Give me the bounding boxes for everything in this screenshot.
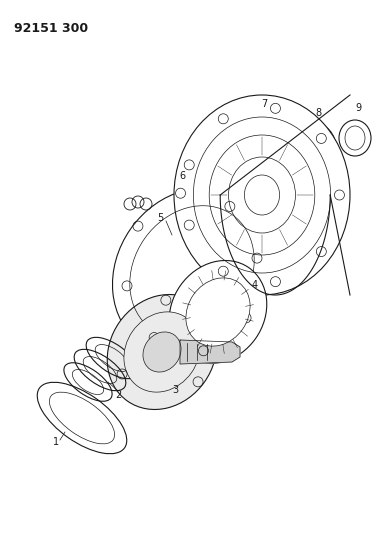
Text: 7: 7	[261, 99, 267, 109]
Polygon shape	[180, 340, 240, 364]
Text: 1: 1	[53, 437, 59, 447]
Ellipse shape	[143, 332, 181, 372]
Text: 4: 4	[252, 280, 258, 290]
Text: 92151 300: 92151 300	[14, 22, 88, 35]
Ellipse shape	[169, 261, 267, 364]
Ellipse shape	[174, 95, 350, 295]
Text: 9: 9	[355, 103, 361, 113]
Text: 8: 8	[315, 108, 321, 118]
Text: 5: 5	[157, 213, 163, 223]
Ellipse shape	[113, 188, 272, 356]
Text: 3: 3	[172, 385, 178, 395]
Ellipse shape	[124, 312, 200, 392]
Ellipse shape	[186, 278, 250, 346]
Text: 2: 2	[115, 390, 121, 400]
Text: 6: 6	[179, 171, 185, 181]
Ellipse shape	[107, 295, 217, 409]
